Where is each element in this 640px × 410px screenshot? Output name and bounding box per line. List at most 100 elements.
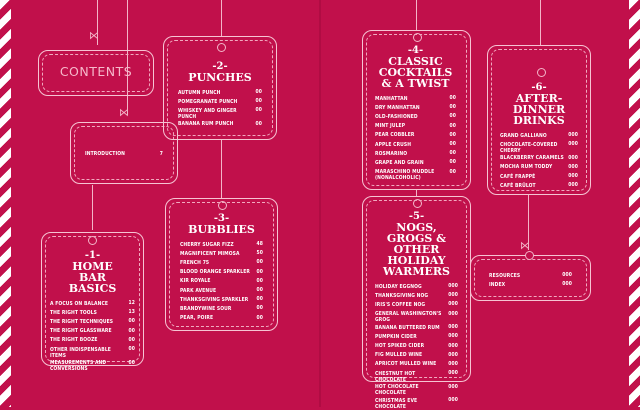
toc-entry[interactable]: RESOURCES 000	[489, 271, 572, 280]
entry-label: CHESTNUT HOT CHOCOLATE	[375, 370, 416, 383]
entry-page: 00	[256, 277, 263, 284]
chapter-title: BUBBLIES	[188, 223, 255, 236]
toc-entry[interactable]: BRANDYWINE SOUR 00	[180, 304, 263, 313]
entry-page: 000	[568, 173, 578, 180]
entry-page: 7	[159, 151, 163, 157]
toc-entry[interactable]: GRAND GALLIANO 000	[500, 131, 578, 140]
entry-page: 00	[449, 168, 456, 175]
entry-page: 000	[448, 333, 458, 340]
contents-tag: CONTENTS	[38, 50, 154, 96]
entry-page: 00	[256, 314, 263, 321]
toc-entry[interactable]: PUMPKIN CIDER 000	[375, 332, 458, 341]
toc-entry[interactable]: CHERRY SUGAR FIZZ 48	[180, 240, 263, 249]
toc-entry[interactable]: PEAR COBBLER 00	[375, 131, 456, 140]
toc-entry[interactable]: HOT CHOCOLATE CHOCOLATE 000	[375, 383, 458, 397]
toc-entry[interactable]: POMEGRANATE PUNCH 00	[178, 97, 262, 106]
toc-entry[interactable]: MAGNIFICENT MIMOSA 50	[180, 249, 263, 258]
toc-entry[interactable]: CHRISTMAS EVE CHOCOLATE 000	[375, 396, 458, 410]
entry-label: CAFÉ BRÛLOT	[500, 182, 536, 189]
entry-page: 00	[255, 89, 262, 95]
toc-entry[interactable]: CAFÉ BRÛLOT 000	[500, 181, 578, 190]
entry-page: 00	[128, 346, 135, 353]
toc-entry[interactable]: GRAPE AND GRAIN 00	[375, 158, 456, 167]
entry-label: HOLIDAY EGGNOG	[375, 283, 422, 290]
hanging-string	[92, 185, 93, 230]
chapter-5-tag: -5- NOGS, GROGS & OTHER HOLIDAY WARMERS …	[362, 196, 471, 410]
entry-label: HOT SPIKED CIDER	[375, 343, 425, 350]
chapter-number: -2-	[212, 61, 228, 72]
toc-entry[interactable]: INTRODUCTION 7	[71, 123, 177, 159]
toc-entry[interactable]: MARASCHINO MUDDLE (NONALCOHOLIC) 00	[375, 168, 456, 182]
toc-entry[interactable]: BLOOD ORANGE SPARKLER 00	[180, 268, 263, 277]
entry-label: THE RIGHT BOOZE	[50, 337, 98, 344]
entry-page: 000	[448, 324, 458, 331]
toc-entry[interactable]: FIG MULLED WINE 000	[375, 351, 458, 360]
toc-entry[interactable]: CAFÉ FRAPPÉ 000	[500, 172, 578, 181]
toc-entry[interactable]: THANKSGIVING NOG 000	[375, 291, 458, 300]
toc-entry[interactable]: BANANA BUTTERED RUM 000	[375, 323, 458, 332]
entry-label: POMEGRANATE PUNCH	[178, 98, 238, 105]
toc-entry[interactable]: PARK AVENUE 00	[180, 286, 263, 295]
toc-entry[interactable]: MINT JULEP 00	[375, 122, 456, 131]
entry-page: 00	[449, 159, 456, 166]
introduction-tag[interactable]: INTRODUCTION 7	[70, 122, 178, 184]
toc-entry[interactable]: THE RIGHT BOOZE 00	[50, 336, 135, 345]
toc-entry[interactable]: GENERAL WASHINGTON'S GROG 000	[375, 310, 458, 324]
toc-entry[interactable]: INDEX 000	[489, 280, 572, 289]
chapter-number: -5-	[408, 211, 425, 222]
entry-label: OLD-FASHIONED	[375, 113, 418, 120]
toc-entry[interactable]: OLD-FASHIONED 00	[375, 112, 456, 121]
entry-page: 50	[256, 250, 263, 257]
toc-entry[interactable]: HOLIDAY EGGNOG 000	[375, 282, 458, 291]
entry-label: MAGNIFICENT MIMOSA	[180, 250, 240, 257]
chapter-4-list: MANHATTAN 00 DRY MANHATTAN 00 OLD-FASHIONED 0…	[375, 94, 456, 181]
toc-entry[interactable]: KIR ROYALE 00	[180, 277, 263, 286]
entry-label: CHOCOLATE-COVERED CHERRY	[500, 141, 558, 154]
entry-page: 13	[128, 309, 135, 316]
entry-label: MEASUREMENTS AND CONVERSIONS	[50, 360, 107, 373]
entry-page: 000	[448, 283, 458, 289]
toc-entry[interactable]: APPLE CRUSH 00	[375, 140, 456, 149]
toc-entry[interactable]: THE RIGHT GLASSWARE 00	[50, 327, 135, 336]
toc-entry[interactable]: BANANA RUM PUNCH 00	[178, 120, 262, 129]
entry-label: GENERAL WASHINGTON'S GROG	[375, 311, 442, 324]
toc-entry[interactable]: A FOCUS ON BALANCE 12	[50, 299, 135, 308]
entry-page: 000	[448, 301, 458, 308]
toc-entry[interactable]: DRY MANHATTAN 00	[375, 103, 456, 112]
toc-entry[interactable]: OTHER INDISPENSABLE ITEMS 00	[50, 345, 135, 359]
toc-entry[interactable]: CHOCOLATE-COVERED CHERRY 000	[500, 140, 578, 154]
chapter-1-list: A FOCUS ON BALANCE 12 THE RIGHT TOOLS 13 THE…	[50, 299, 135, 372]
entry-label: BANANA RUM PUNCH	[178, 121, 234, 128]
toc-entry[interactable]: CHESTNUT HOT CHOCOLATE 000	[375, 369, 458, 383]
entry-page: 000	[562, 281, 572, 288]
hanging-string	[221, 0, 222, 36]
toc-entry[interactable]: THE RIGHT TOOLS 13	[50, 308, 135, 317]
toc-entry[interactable]: THANKSGIVING SPARKLER 00	[180, 295, 263, 304]
entry-page: 00	[128, 318, 135, 325]
toc-entry[interactable]: AUTUMN PUNCH 00	[178, 88, 262, 97]
toc-entry[interactable]: PEAR, POIRE 00	[180, 314, 263, 323]
toc-entry[interactable]: WHISKEY AND GINGER PUNCH 00	[178, 106, 262, 120]
toc-entry[interactable]: THE RIGHT TECHNIQUES 00	[50, 317, 135, 326]
toc-entry[interactable]: MOCHA RUM TODDY 000	[500, 163, 578, 172]
bow-icon: ⋈	[520, 239, 530, 252]
candy-stripe-left	[0, 0, 11, 407]
entry-page: 000	[448, 370, 458, 377]
toc-entry[interactable]: HOT SPIKED CIDER 000	[375, 342, 458, 351]
chapter-title: NOGS, GROGS & OTHER HOLIDAY WARMERS	[383, 221, 450, 278]
toc-entry[interactable]: ROSMARINO 00	[375, 149, 456, 158]
entry-label: ROSMARINO	[375, 150, 408, 157]
toc-entry[interactable]: APRICOT MULLED WINE 000	[375, 360, 458, 369]
hanging-string	[221, 140, 222, 198]
toc-entry[interactable]: MEASUREMENTS AND CONVERSIONS 00	[50, 359, 135, 373]
chapter-title: CLASSIC COCKTAILS & A TWIST	[378, 55, 453, 90]
entry-page: 00	[256, 259, 263, 266]
toc-entry[interactable]: BLACKBERRY CARAMELS 000	[500, 154, 578, 163]
bow-icon: ⋈	[119, 106, 129, 119]
entry-label: CHERRY SUGAR FIZZ	[180, 241, 234, 248]
entry-label: APRICOT MULLED WINE	[375, 361, 437, 368]
toc-entry[interactable]: FRENCH 75 00	[180, 258, 263, 267]
toc-entry[interactable]: MANHATTAN 00	[375, 94, 456, 103]
entry-page: 000	[448, 397, 458, 404]
toc-entry[interactable]: IRIS'S COFFEE NOG 000	[375, 300, 458, 309]
